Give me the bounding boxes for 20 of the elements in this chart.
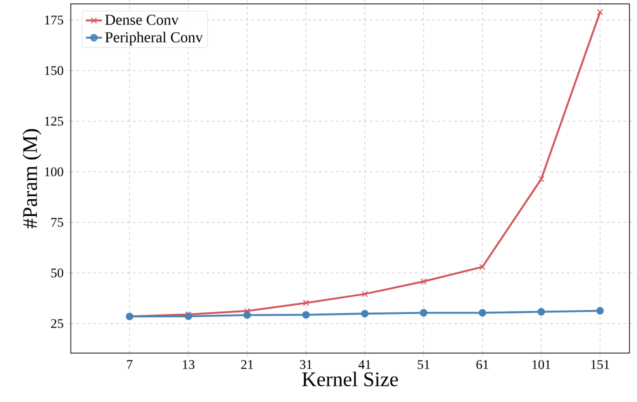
y-tick-label: 100 [45,167,64,176]
y-tick-label: 50 [51,268,64,278]
x-axis-title: Kernel Size [302,372,398,386]
y-tick-label: 25 [51,319,64,328]
y-tick-label: 150 [45,66,64,75]
x-tick-label: 13 [182,360,194,369]
legend-label: Dense Conv [105,14,179,25]
x-tick-label: 101 [532,360,550,369]
x-tick-label: 7 [127,360,132,369]
y-tick-label: 125 [45,116,64,126]
y-tick-label: 75 [51,218,64,227]
legend-label: Peripheral Conv [105,32,203,46]
x-tick-label: 151 [591,360,610,369]
y-axis-title: #Param (M) [22,129,42,228]
x-tick-label: 21 [241,360,253,369]
x-tick-label: 61 [476,360,488,369]
x-tick-label: 31 [300,360,312,369]
x-tick-label: 41 [358,360,371,369]
x-tick-label: 51 [418,360,430,369]
y-tick-label: 175 [45,16,64,24]
